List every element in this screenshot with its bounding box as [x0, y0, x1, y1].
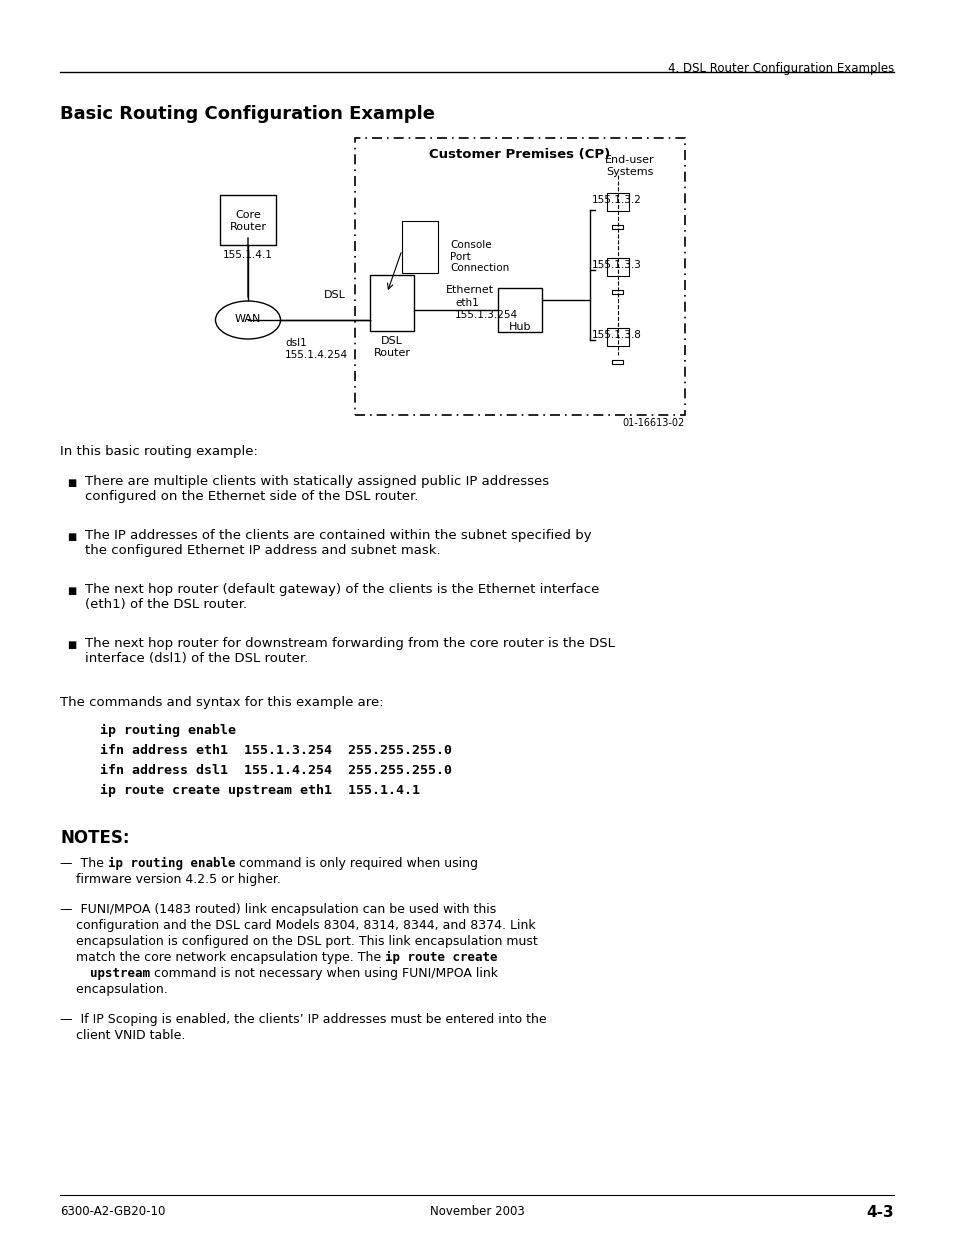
- Text: Ethernet: Ethernet: [445, 285, 494, 295]
- Text: encapsulation.: encapsulation.: [60, 983, 168, 995]
- Text: The next hop router (default gateway) of the clients is the Ethernet interface
(: The next hop router (default gateway) of…: [85, 583, 598, 611]
- Text: —  FUNI/MPOA (1483 routed) link encapsulation can be used with this
    configur: — FUNI/MPOA (1483 routed) link encapsula…: [60, 903, 537, 990]
- Text: ip route create: ip route create: [385, 951, 497, 965]
- Text: —  The: — The: [60, 857, 108, 869]
- Text: Hub: Hub: [508, 322, 531, 332]
- Text: ■: ■: [68, 640, 76, 650]
- Text: —  If IP Scoping is enabled, the clients’ IP addresses must be entered into the: — If IP Scoping is enabled, the clients’…: [60, 1013, 546, 1026]
- Text: In this basic routing example:: In this basic routing example:: [60, 445, 257, 458]
- Text: The commands and syntax for this example are:: The commands and syntax for this example…: [60, 697, 383, 709]
- Text: client VNID table.: client VNID table.: [60, 1029, 185, 1042]
- Text: upstream: upstream: [60, 967, 150, 981]
- Text: There are multiple clients with statically assigned public IP addresses
configur: There are multiple clients with statical…: [85, 475, 549, 503]
- Text: ifn address dsl1  155.1.4.254  255.255.255.0: ifn address dsl1 155.1.4.254 255.255.255…: [100, 764, 452, 777]
- Text: dsl1
155.1.4.254: dsl1 155.1.4.254: [285, 338, 348, 359]
- Text: The IP addresses of the clients are contained within the subnet specified by
the: The IP addresses of the clients are cont…: [85, 529, 591, 557]
- Text: ■: ■: [68, 532, 76, 542]
- Text: —  The ip routing enable command is only required when using
    firmware versio: — The ip routing enable command is only …: [60, 857, 456, 885]
- Bar: [497, 288, 541, 332]
- Bar: [401, 221, 437, 273]
- Bar: [612, 225, 623, 228]
- Text: configuration and the DSL card Models 8304, 8314, 8344, and 8374. Link: configuration and the DSL card Models 83…: [60, 919, 535, 932]
- Text: ip routing enable: ip routing enable: [108, 857, 235, 871]
- Text: ip routing enable: ip routing enable: [100, 724, 235, 737]
- Text: NOTES:: NOTES:: [60, 829, 130, 847]
- Bar: [612, 290, 623, 294]
- Text: match the core network encapsulation type. The: match the core network encapsulation typ…: [60, 951, 385, 965]
- Text: Console
Port
Connection: Console Port Connection: [450, 240, 509, 273]
- Text: ip route create upstream eth1  155.1.4.1: ip route create upstream eth1 155.1.4.1: [100, 784, 419, 797]
- Text: —  If IP Scoping is enabled, the clients’ IP addresses must be entered into the
: — If IP Scoping is enabled, the clients’…: [60, 1013, 546, 1041]
- Text: —  FUNI/MPOA (1483 routed) link encapsulation can be used with this: — FUNI/MPOA (1483 routed) link encapsula…: [60, 903, 496, 916]
- Text: encapsulation is configured on the DSL port. This link encapsulation must: encapsulation is configured on the DSL p…: [60, 935, 537, 948]
- Text: Core
Router: Core Router: [230, 210, 266, 232]
- Text: ■: ■: [68, 585, 76, 597]
- Text: 01-16613-02: 01-16613-02: [622, 417, 684, 429]
- Bar: [370, 275, 414, 331]
- Bar: [606, 194, 628, 211]
- Bar: [355, 138, 684, 415]
- Text: 155.1.3.8: 155.1.3.8: [592, 330, 641, 340]
- Text: ifn address eth1  155.1.3.254  255.255.255.0: ifn address eth1 155.1.3.254 255.255.255…: [100, 743, 452, 757]
- Text: ■: ■: [68, 478, 76, 488]
- Bar: [606, 258, 628, 275]
- Text: 155.1.3.254: 155.1.3.254: [455, 310, 517, 320]
- Text: Customer Premises (CP): Customer Premises (CP): [429, 148, 610, 161]
- Text: 4-3: 4-3: [865, 1205, 893, 1220]
- Text: command is only required when using: command is only required when using: [235, 857, 477, 869]
- Text: End-user
Systems: End-user Systems: [604, 156, 654, 177]
- Bar: [220, 195, 275, 245]
- Text: DSL
Router: DSL Router: [374, 336, 410, 358]
- Text: 4. DSL Router Configuration Examples: 4. DSL Router Configuration Examples: [667, 62, 893, 75]
- Ellipse shape: [215, 301, 280, 338]
- Text: 155.1.4.1: 155.1.4.1: [223, 249, 273, 261]
- Text: eth1: eth1: [455, 298, 478, 308]
- Text: WAN: WAN: [234, 314, 261, 324]
- Bar: [612, 361, 623, 363]
- Text: 6300-A2-GB20-10: 6300-A2-GB20-10: [60, 1205, 165, 1218]
- Text: 155.1.3.2: 155.1.3.2: [592, 195, 641, 205]
- Text: DSL: DSL: [324, 290, 346, 300]
- Text: The next hop router for downstream forwarding from the core router is the DSL
in: The next hop router for downstream forwa…: [85, 637, 615, 664]
- Text: Basic Routing Configuration Example: Basic Routing Configuration Example: [60, 105, 435, 124]
- Text: firmware version 4.2.5 or higher.: firmware version 4.2.5 or higher.: [60, 873, 280, 885]
- Text: command is not necessary when using FUNI/MPOA link: command is not necessary when using FUNI…: [150, 967, 497, 981]
- Bar: [606, 329, 628, 346]
- Text: 155.1.3.3: 155.1.3.3: [592, 261, 641, 270]
- Text: November 2003: November 2003: [429, 1205, 524, 1218]
